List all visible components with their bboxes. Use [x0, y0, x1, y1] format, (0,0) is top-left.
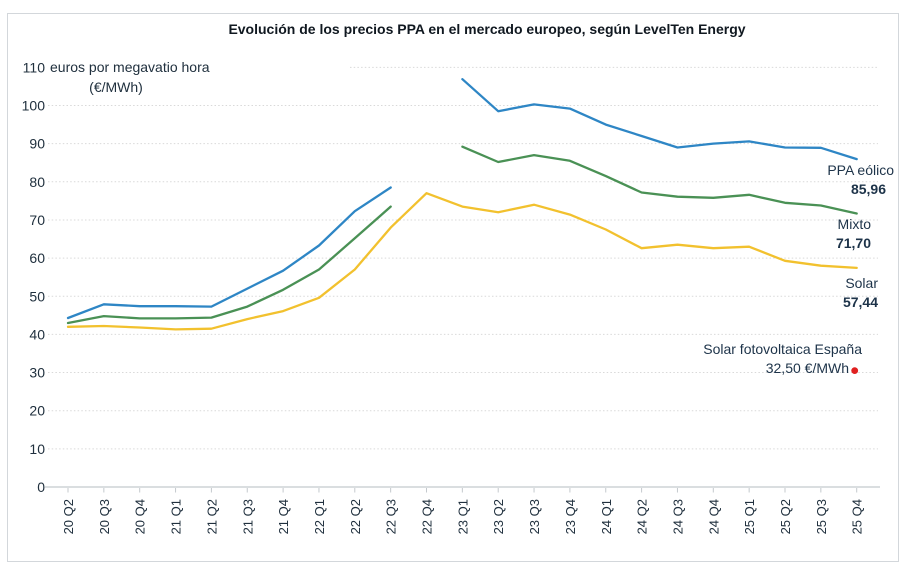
annotation-spain-solar-line1: Solar fotovoltaica España — [703, 341, 862, 357]
x-axis-label: 22 Q3 — [384, 499, 399, 534]
x-axis-label: 23 Q4 — [563, 499, 578, 534]
x-axis-label: 23 Q3 — [527, 499, 542, 534]
y-axis-label: 100 — [22, 98, 46, 114]
annotation-spain-solar-line2: 32,50 €/MWh — [765, 360, 849, 376]
y-axis-label: 90 — [29, 136, 45, 152]
line-mixto — [461, 145, 858, 215]
x-axis-label: 24 Q2 — [635, 499, 650, 534]
y-axis-label: 30 — [29, 365, 45, 381]
x-axis-label: 20 Q3 — [97, 499, 112, 534]
series-label-block-ppa-eolico: PPA eólico 85,96 — [827, 161, 894, 199]
x-axis-label: 21 Q1 — [169, 499, 184, 534]
series-value-mixto: 71,70 — [835, 235, 871, 251]
x-axis-label: 25 Q1 — [742, 499, 757, 534]
x-axis-label: 24 Q1 — [599, 499, 614, 534]
y-axis-label: 50 — [29, 288, 45, 304]
annotation-spain-solar: Solar fotovoltaica España 32,50 €/MWh — [703, 340, 862, 378]
x-axis-label: 22 Q2 — [348, 499, 363, 534]
line-ppa-e-lico — [461, 78, 858, 161]
x-axis-label: 25 Q3 — [814, 499, 829, 534]
spain-solar-point — [851, 367, 859, 374]
y-axis-label: 60 — [29, 250, 45, 266]
line-mixto — [66, 205, 392, 325]
x-axis-label: 25 Q4 — [850, 499, 865, 534]
x-axis-label: 23 Q1 — [455, 499, 470, 534]
y-axis-label: 10 — [29, 441, 45, 457]
y-axis-label: 80 — [29, 174, 45, 190]
y-axis-unit-line2: (€/MWh) — [89, 79, 143, 95]
x-axis-label: 20 Q2 — [61, 499, 76, 534]
x-axis-label: 23 Q2 — [491, 499, 506, 534]
x-axis-label: 20 Q4 — [133, 499, 148, 534]
series-label-block-mixto: Mixto 71,70 — [836, 215, 871, 253]
y-axis-label: 70 — [29, 212, 45, 228]
series-value-solar: 57,44 — [842, 294, 878, 310]
y-axis-label: 40 — [29, 326, 45, 342]
chart-title: Evolución de los precios PPA en el merca… — [228, 21, 746, 37]
series-name-mixto: Mixto — [837, 216, 871, 232]
x-axis-label: 24 Q4 — [706, 499, 721, 534]
line-solar — [66, 192, 858, 331]
y-axis-unit-line1: euros por megavatio hora — [50, 59, 210, 75]
x-axis-label: 21 Q2 — [204, 499, 219, 534]
line-ppa-e-lico — [66, 186, 392, 320]
y-axis-label: 0 — [37, 479, 45, 495]
x-axis-label: 24 Q3 — [670, 499, 685, 534]
chart-frame — [7, 13, 899, 562]
x-axis-label: 21 Q4 — [276, 499, 291, 534]
x-axis-label: 22 Q4 — [420, 499, 435, 534]
y-axis-label: 110 — [23, 59, 46, 75]
series-value-ppa-eolico: 85,96 — [850, 181, 886, 197]
series-label-block-solar: Solar 57,44 — [843, 274, 878, 312]
x-axis-label: 22 Q1 — [312, 499, 327, 534]
y-axis-label: 20 — [29, 403, 45, 419]
series-name-ppa-eolico: PPA eólico — [827, 162, 894, 178]
x-axis-label: 25 Q2 — [778, 499, 793, 534]
x-axis-label: 21 Q3 — [240, 499, 255, 534]
series-name-solar: Solar — [845, 275, 878, 291]
